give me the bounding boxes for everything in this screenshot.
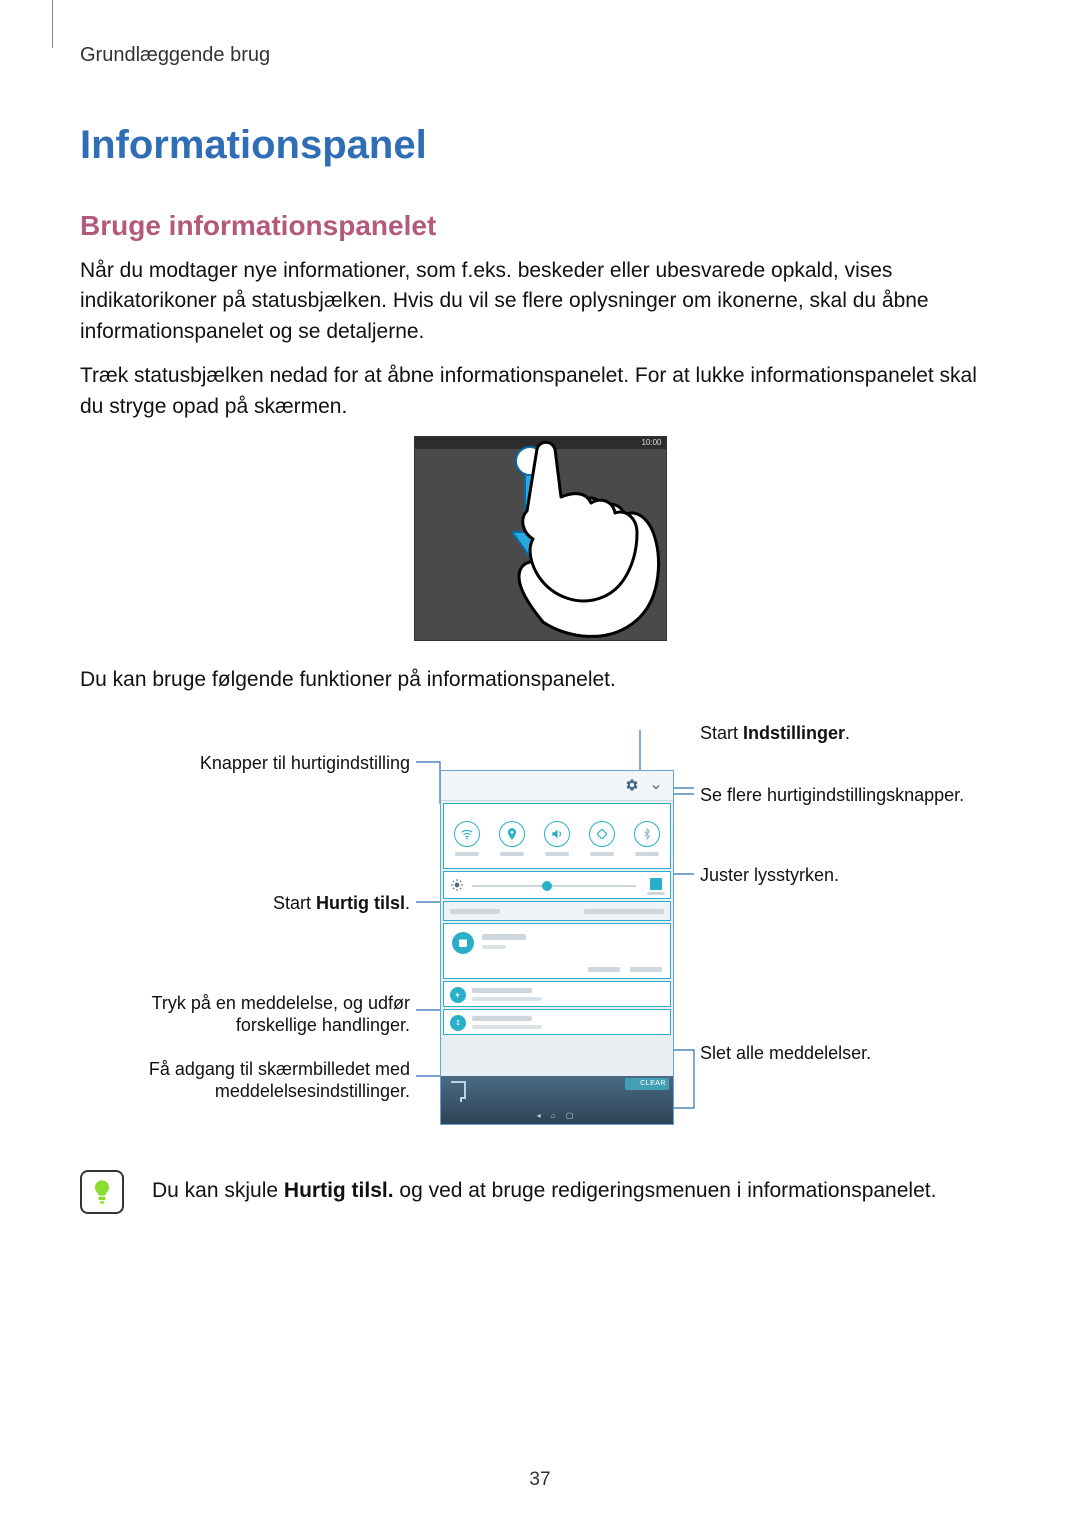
tip-text: Du kan skjule Hurtig tilsl. og ved at br… bbox=[152, 1170, 936, 1206]
tip-bold: Hurtig tilsl. bbox=[284, 1179, 394, 1202]
quick-connect-row bbox=[443, 901, 671, 921]
callout-more-quick-settings: Se flere hurtigindstillingsknapper. bbox=[700, 784, 980, 807]
header-rule bbox=[52, 0, 53, 48]
tip-pre: Du kan skjule bbox=[152, 1179, 284, 1202]
quick-settings-row bbox=[443, 803, 671, 869]
wifi-icon bbox=[460, 827, 474, 841]
qs-rotation bbox=[584, 821, 620, 856]
page-number: 37 bbox=[0, 1469, 1080, 1491]
nav-indicators: ◂ ⌂ ▢ bbox=[441, 1111, 673, 1120]
qs-sound bbox=[539, 821, 575, 856]
qs-wifi bbox=[449, 821, 485, 856]
auto-brightness-label-stub bbox=[647, 892, 665, 895]
sound-icon bbox=[550, 827, 564, 841]
gear-icon bbox=[625, 778, 639, 797]
tip-icon bbox=[80, 1170, 124, 1214]
tip-block: Du kan skjule Hurtig tilsl. og ved at br… bbox=[80, 1170, 1000, 1214]
clear-all-button: CLEAR bbox=[625, 1078, 669, 1090]
page-heading-h2: Bruge informationspanelet bbox=[80, 210, 1000, 242]
usb-icon bbox=[450, 1015, 466, 1031]
paragraph-3: Du kan bruge følgende funktioner på info… bbox=[80, 665, 1000, 695]
bluetooth-icon bbox=[641, 827, 653, 841]
home-strip: CLEAR ◂ ⌂ ▢ bbox=[441, 1076, 673, 1124]
notification-card-2 bbox=[443, 981, 671, 1007]
breadcrumb: Grundlæggende brug bbox=[80, 44, 1000, 67]
qs-bluetooth bbox=[629, 821, 665, 856]
gesture-figure: 10:00 bbox=[414, 436, 667, 641]
paragraph-1: Når du modtager nye informationer, som f… bbox=[80, 256, 1000, 347]
qs-location bbox=[494, 821, 530, 856]
brightness-row bbox=[443, 871, 671, 899]
brightness-track bbox=[472, 885, 636, 887]
callout-quick-connect: Start Hurtig tilsl. bbox=[110, 892, 410, 915]
calendar-icon bbox=[452, 932, 474, 954]
gesture-hand-svg bbox=[415, 437, 667, 641]
callout-notification-settings: Få adgang til skærmbilledet med meddelel… bbox=[130, 1058, 410, 1103]
rotation-icon bbox=[595, 827, 609, 841]
brightness-icon bbox=[450, 878, 464, 897]
page-heading-h1: Informationspanel bbox=[80, 123, 1000, 168]
callout-quick-settings-buttons: Knapper til hurtigindstilling bbox=[110, 752, 410, 775]
notification-card-3 bbox=[443, 1009, 671, 1035]
panel-figure: Knapper til hurtigindstilling Start Hurt… bbox=[100, 710, 980, 1140]
notification-panel-mock: CLEAR ◂ ⌂ ▢ bbox=[440, 770, 674, 1125]
charging-icon bbox=[450, 987, 466, 1003]
edit-handle-icon bbox=[447, 1078, 473, 1104]
tip-post: og ved at bruge redigeringsmenuen i info… bbox=[394, 1179, 937, 1202]
brightness-thumb bbox=[542, 881, 552, 891]
location-icon bbox=[505, 827, 519, 841]
chevron-down-icon bbox=[649, 780, 663, 798]
paragraph-2: Træk statusbjælken nedad for at åbne inf… bbox=[80, 361, 1000, 422]
callout-clear-notifications: Slet alle meddelelser. bbox=[700, 1042, 960, 1065]
auto-brightness-checkbox bbox=[650, 878, 662, 890]
callout-start-settings: Start Indstillinger. bbox=[700, 722, 960, 745]
notification-card-1 bbox=[443, 923, 671, 979]
callout-tap-notification: Tryk på en meddelelse, og udfør forskell… bbox=[150, 992, 410, 1037]
panel-topbar bbox=[441, 771, 673, 801]
callout-adjust-brightness: Juster lysstyrken. bbox=[700, 864, 960, 887]
